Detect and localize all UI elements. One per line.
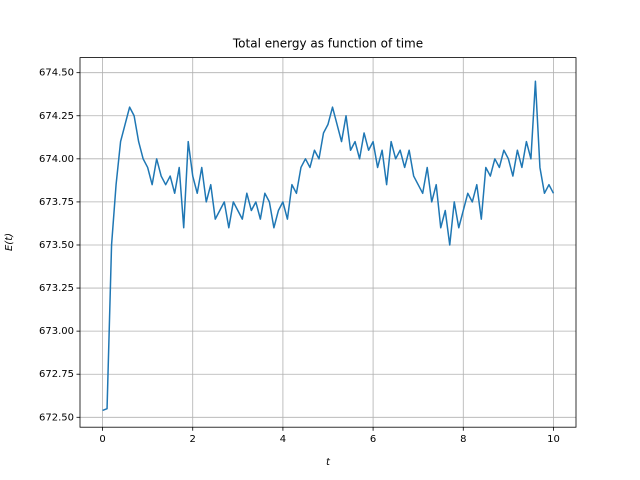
- y-axis-label: E(t): [4, 233, 15, 251]
- y-tick-label: 674.00: [39, 154, 74, 165]
- x-axis-label: t: [326, 457, 331, 468]
- y-tick-label: 672.75: [39, 369, 74, 380]
- data-line: [102, 80, 555, 412]
- y-tick-label: 673.25: [39, 283, 74, 294]
- x-tick-label: 0: [99, 434, 105, 445]
- y-tick-label: 672.50: [39, 412, 74, 423]
- y-tick-label: 673.50: [39, 240, 74, 251]
- plot-frame: [79, 57, 577, 428]
- x-tick-label: 10: [547, 434, 560, 445]
- y-tick-label: 673.75: [39, 197, 74, 208]
- chart-title: Total energy as function of time: [232, 37, 423, 51]
- y-tick-label: 674.25: [39, 111, 74, 122]
- x-tick-label: 2: [190, 434, 196, 445]
- y-tick-label: 673.00: [39, 326, 74, 337]
- x-tick-label: 6: [370, 434, 376, 445]
- y-tick-label: 674.50: [39, 68, 74, 79]
- x-tick-label: 4: [280, 434, 286, 445]
- x-tick-label: 8: [460, 434, 466, 445]
